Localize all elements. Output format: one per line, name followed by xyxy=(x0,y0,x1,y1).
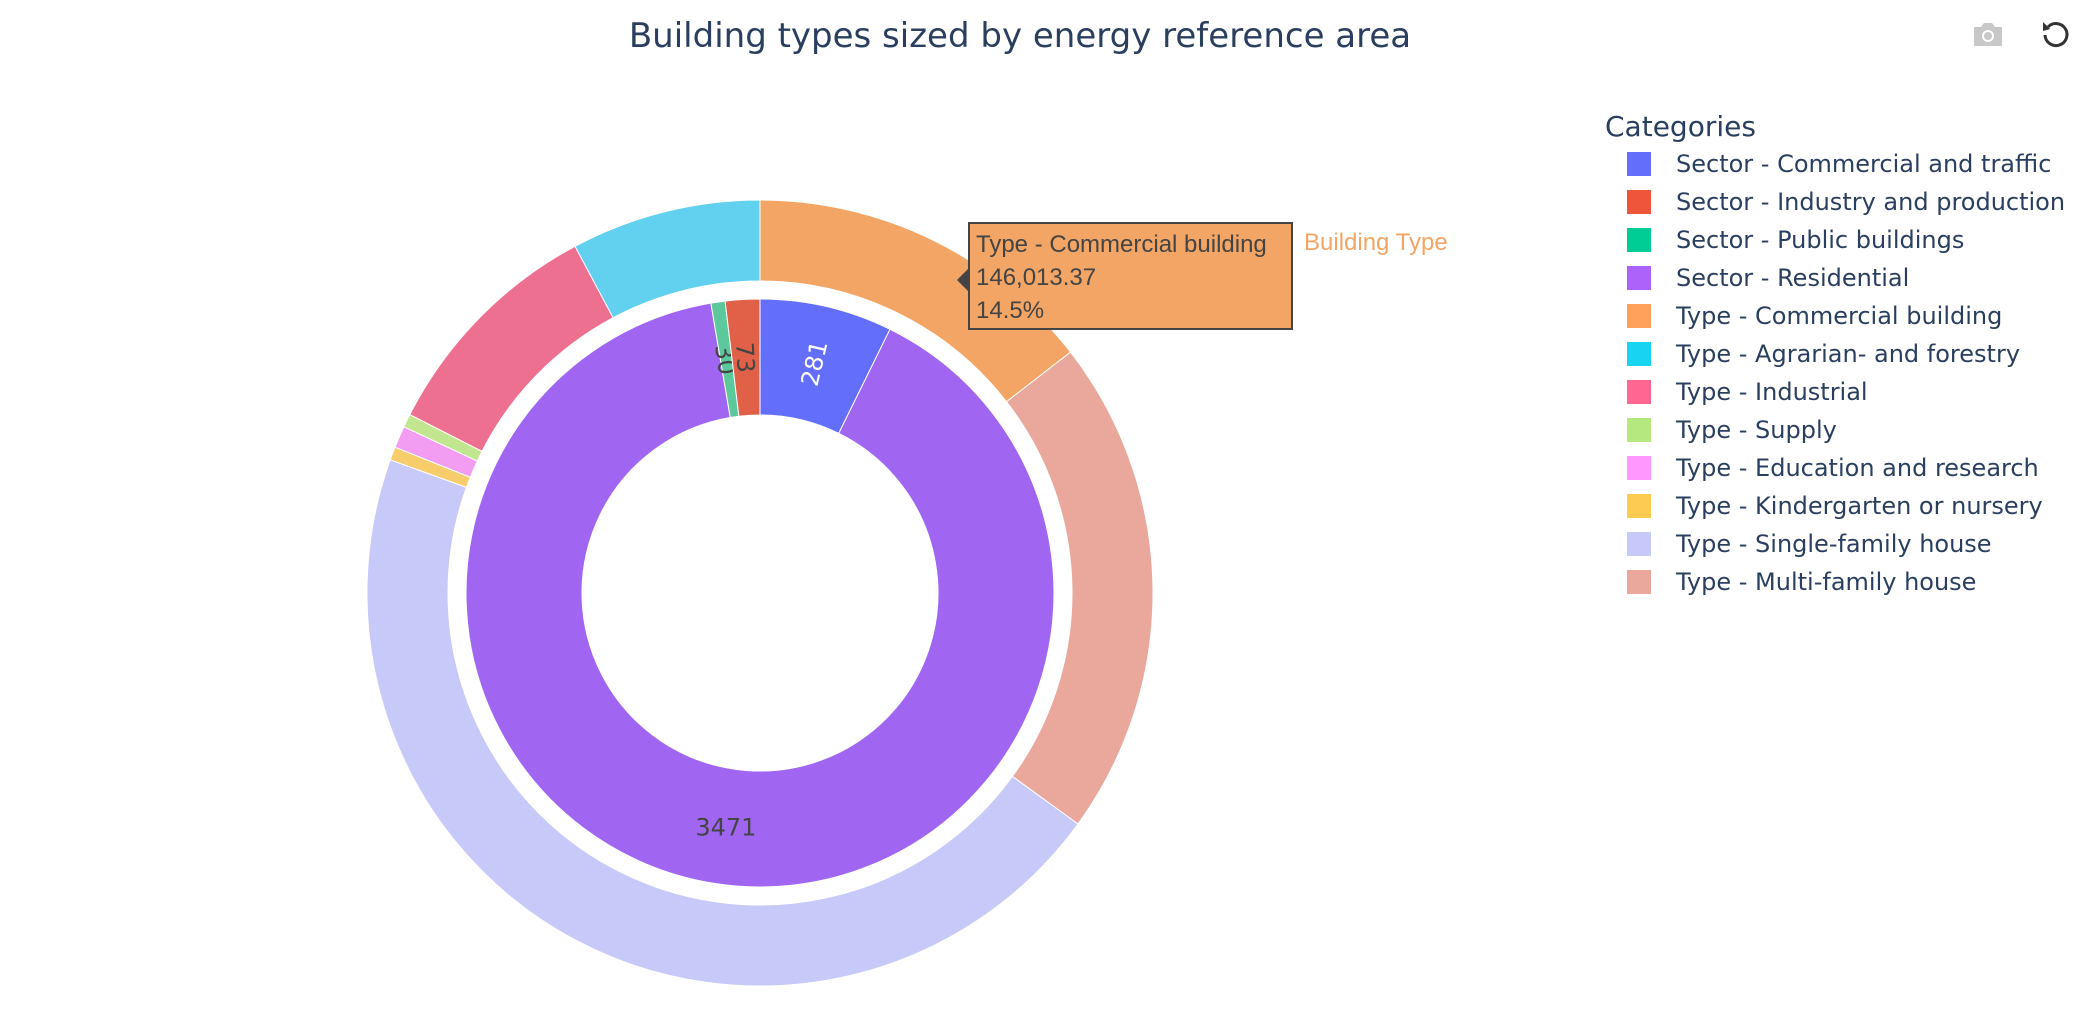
legend-item[interactable]: Sector - Industry and production xyxy=(1605,183,2065,221)
legend-label: Type - Industrial xyxy=(1676,378,1868,406)
legend-item[interactable]: Type - Education and research xyxy=(1605,449,2065,487)
slice-label: 73 xyxy=(730,341,760,373)
legend-swatch xyxy=(1627,456,1651,480)
reset-icon[interactable] xyxy=(2036,14,2076,54)
legend-label: Sector - Commercial and traffic xyxy=(1676,150,2052,178)
legend-item[interactable]: Type - Supply xyxy=(1605,411,2065,449)
legend-label: Type - Education and research xyxy=(1676,454,2039,482)
legend-label: Type - Single-family house xyxy=(1676,530,1992,558)
inner-slice[interactable] xyxy=(465,302,1055,888)
legend-swatch xyxy=(1627,418,1651,442)
legend-swatch xyxy=(1627,152,1651,176)
legend-swatch xyxy=(1627,570,1651,594)
legend-swatch xyxy=(1627,532,1651,556)
legend-title: Categories xyxy=(1605,110,1756,143)
legend-label: Type - Kindergarten or nursery xyxy=(1676,492,2043,520)
inner-slice[interactable] xyxy=(724,298,761,417)
legend-label: Sector - Residential xyxy=(1676,264,1910,292)
legend-swatch xyxy=(1627,266,1651,290)
legend: Categories Sector - Commercial and traff… xyxy=(1605,110,2065,601)
legend-item[interactable]: Type - Commercial building xyxy=(1605,297,2065,335)
chart-title: Building types sized by energy reference… xyxy=(628,16,1412,56)
legend-label: Type - Agrarian- and forestry xyxy=(1676,340,2021,368)
legend-swatch xyxy=(1627,190,1651,214)
legend-label: Sector - Public buildings xyxy=(1676,226,1965,254)
outer-slice[interactable] xyxy=(366,459,1079,987)
legend-swatch xyxy=(1627,342,1651,366)
legend-swatch xyxy=(1627,380,1651,404)
modebar xyxy=(1968,14,2076,54)
legend-swatch xyxy=(1627,494,1651,518)
legend-item[interactable]: Sector - Public buildings xyxy=(1605,221,2065,259)
tooltip-trace-name: Building Type xyxy=(1304,229,1448,256)
legend-item[interactable]: Type - Agrarian- and forestry xyxy=(1605,335,2065,373)
tooltip-value: 146,013.37 xyxy=(976,264,1097,291)
outer-slice[interactable] xyxy=(574,199,761,319)
camera-icon[interactable] xyxy=(1968,14,2008,54)
legend-label: Type - Supply xyxy=(1676,416,1837,444)
legend-item[interactable]: Type - Single-family house xyxy=(1605,525,2065,563)
legend-item[interactable]: Type - Multi-family house xyxy=(1605,563,2065,601)
legend-swatch xyxy=(1627,304,1651,328)
tooltip-arrow xyxy=(957,268,969,292)
tooltip-percent: 14.5% xyxy=(976,297,1045,324)
legend-items: Sector - Commercial and traffic Sector - … xyxy=(1605,145,2065,601)
slice-label: 3471 xyxy=(695,814,756,842)
legend-item[interactable]: Sector - Residential xyxy=(1605,259,2065,297)
legend-label: Type - Multi-family house xyxy=(1676,568,1977,596)
legend-label: Type - Commercial building xyxy=(1676,302,2003,330)
legend-swatch xyxy=(1627,228,1651,252)
legend-item[interactable]: Sector - Commercial and traffic xyxy=(1605,145,2065,183)
legend-item[interactable]: Type - Industrial xyxy=(1605,373,2065,411)
legend-label: Sector - Industry and production xyxy=(1676,188,2066,216)
hover-tooltip: Type - Commercial building 146,013.37 14… xyxy=(968,222,1293,330)
legend-item[interactable]: Type - Kindergarten or nursery xyxy=(1605,487,2065,525)
tooltip-label: Type - Commercial building xyxy=(976,231,1267,258)
